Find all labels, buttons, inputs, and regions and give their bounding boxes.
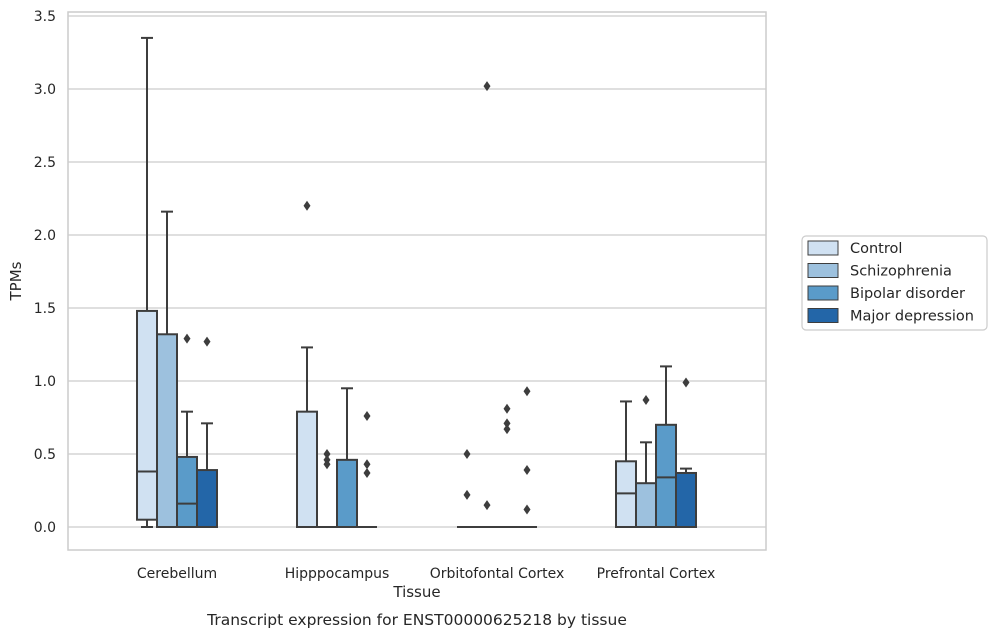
box-body [156, 333, 178, 528]
box-1-2 [336, 387, 358, 528]
box-3-0 [615, 400, 637, 528]
y-tick-label-5: 2.5 [34, 155, 56, 171]
x-axis-ticks: Cerebellum Hipppocampus Orbitofontal Corte… [137, 566, 715, 582]
y-tick-label-2: 1.0 [34, 374, 56, 390]
outlier-point-1 [483, 500, 491, 511]
box-body [675, 471, 697, 529]
box-0-2 [176, 333, 198, 529]
outlier-point-2 [523, 504, 531, 515]
outlier-point-0 [303, 200, 311, 211]
legend-label-1: Schizophrenia [850, 264, 952, 280]
x-tick-label-1: Hipppocampus [285, 566, 390, 582]
boxes-layer [136, 36, 697, 529]
box-1-1 [317, 449, 337, 528]
x-axis-label: Tissue [392, 583, 440, 601]
x-tick-label-0: Cerebellum [137, 566, 217, 582]
box-2-3 [517, 386, 537, 528]
box-0-1 [156, 210, 178, 528]
y-axis-label: TPMs [7, 261, 25, 301]
outlier-point-0 [463, 449, 471, 459]
box-1-0 [296, 200, 318, 528]
outlier-point-1 [523, 465, 531, 476]
x-tick-label-2: Orbitofontal Cortex [430, 566, 565, 582]
y-tick-label-6: 3.0 [34, 82, 56, 98]
box-body [196, 469, 218, 528]
outlier-point-1 [463, 489, 471, 500]
y-tick-label-1: 0.5 [34, 447, 56, 463]
outlier-point-0 [503, 403, 511, 414]
outlier-point-0 [682, 377, 690, 388]
chart-caption: Transcript expression for ENST0000062521… [206, 611, 627, 629]
outlier-point-0 [483, 81, 491, 92]
outlier-point-0 [363, 411, 371, 422]
box-2-0 [457, 449, 477, 528]
box-0-3 [196, 336, 218, 528]
box-0-0 [136, 36, 158, 528]
box-1-3 [357, 411, 377, 528]
grid-lines [68, 15, 766, 528]
outlier-point-0 [642, 394, 650, 405]
y-tick-label-0: 0.0 [34, 520, 56, 536]
outlier-point-2 [503, 424, 511, 435]
box-body [655, 423, 677, 528]
box-body [136, 309, 158, 521]
box-2-1 [477, 81, 497, 528]
box-body [635, 482, 657, 529]
legend-swatch-2 [807, 285, 839, 301]
legend-frame [801, 235, 988, 331]
outlier-point-1 [503, 418, 511, 429]
box-body [296, 410, 318, 528]
outlier-point-0 [523, 386, 531, 397]
box-3-1 [635, 394, 657, 529]
box-body [336, 458, 358, 528]
outlier-point-0 [323, 449, 331, 459]
legend-swatch-3 [807, 308, 839, 323]
y-tick-label-3: 1.5 [34, 301, 56, 317]
legend-swatch-0 [807, 240, 839, 256]
box-body [176, 455, 198, 529]
box-3-3 [675, 377, 697, 529]
box-2-2 [497, 403, 517, 528]
legend-label-2: Bipolar disorder [850, 286, 965, 302]
y-tick-label-4: 2.0 [34, 228, 56, 244]
legend-label-0: Control [850, 241, 902, 257]
x-tick-label-3: Prefrontal Cortex [597, 566, 716, 582]
legend: Control Schizophrenia Bipolar disorder Majo… [801, 235, 988, 331]
outlier-point-1 [363, 459, 371, 470]
legend-label-3: Major depression [850, 309, 974, 325]
outlier-point-0 [203, 336, 211, 347]
legend-swatch-1 [807, 263, 839, 278]
y-tick-label-7: 3.5 [34, 9, 56, 25]
outlier-point-2 [363, 467, 371, 478]
plot-frame [67, 11, 767, 551]
outlier-point-0 [183, 333, 191, 344]
y-axis-ticks: 0.0 0.5 1.0 1.5 2.0 2.5 3.0 3.5 [34, 9, 56, 536]
outlier-point-2 [323, 459, 331, 470]
box-3-2 [655, 365, 677, 528]
